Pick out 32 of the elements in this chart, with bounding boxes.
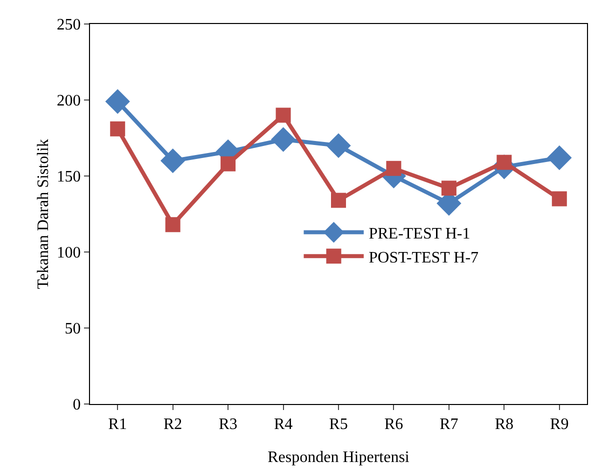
x-tick-label: R9 [550, 416, 569, 434]
point [552, 191, 567, 206]
point [331, 192, 346, 208]
x-tick-label: R1 [108, 416, 127, 434]
point [441, 180, 456, 196]
y-tick-label: 0 [72, 396, 81, 414]
point [326, 133, 351, 158]
point [160, 148, 186, 174]
y-tick-label: 50 [64, 320, 81, 338]
y-tick-label: 150 [56, 168, 81, 186]
y-tick-label: 250 [56, 16, 81, 34]
x-tick-label: R4 [274, 416, 293, 434]
point [110, 121, 126, 136]
x-tick-label: R7 [440, 416, 458, 434]
point [270, 127, 296, 152]
x-tick-label: R2 [163, 416, 182, 434]
x-tick-label: R8 [494, 416, 514, 434]
point [165, 217, 180, 232]
y-tick-label: 200 [56, 92, 81, 110]
point [220, 156, 236, 172]
y-tick-label: 100 [56, 244, 81, 262]
x-tick-label: R6 [384, 416, 404, 434]
point [276, 108, 291, 123]
legend-label: PRE-TEST H-1 [368, 226, 470, 243]
point [105, 89, 130, 114]
x-tick-label: R5 [329, 416, 348, 434]
x-axis-title: Responden Hipertensi [268, 449, 410, 466]
y-axis-title: Tekanan Darah Sistolik [35, 139, 52, 289]
point [547, 145, 572, 170]
point [386, 160, 402, 176]
legend-label: POST-TEST H-7 [368, 249, 479, 266]
x-tick-label: R3 [218, 416, 238, 434]
